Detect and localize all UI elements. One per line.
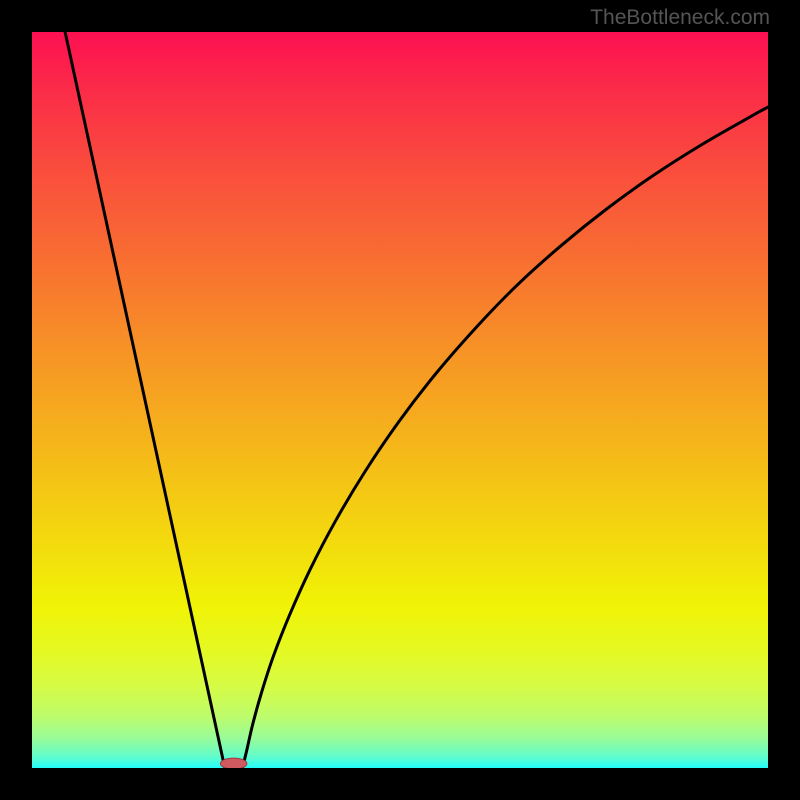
minimum-marker (220, 758, 246, 768)
watermark-text: TheBottleneck.com (590, 6, 770, 30)
chart-stage: TheBottleneck.com (0, 0, 800, 800)
plot-area (32, 32, 768, 768)
right-curve-line (242, 107, 768, 768)
curves-layer (32, 32, 768, 768)
left-curve-line (65, 32, 225, 768)
